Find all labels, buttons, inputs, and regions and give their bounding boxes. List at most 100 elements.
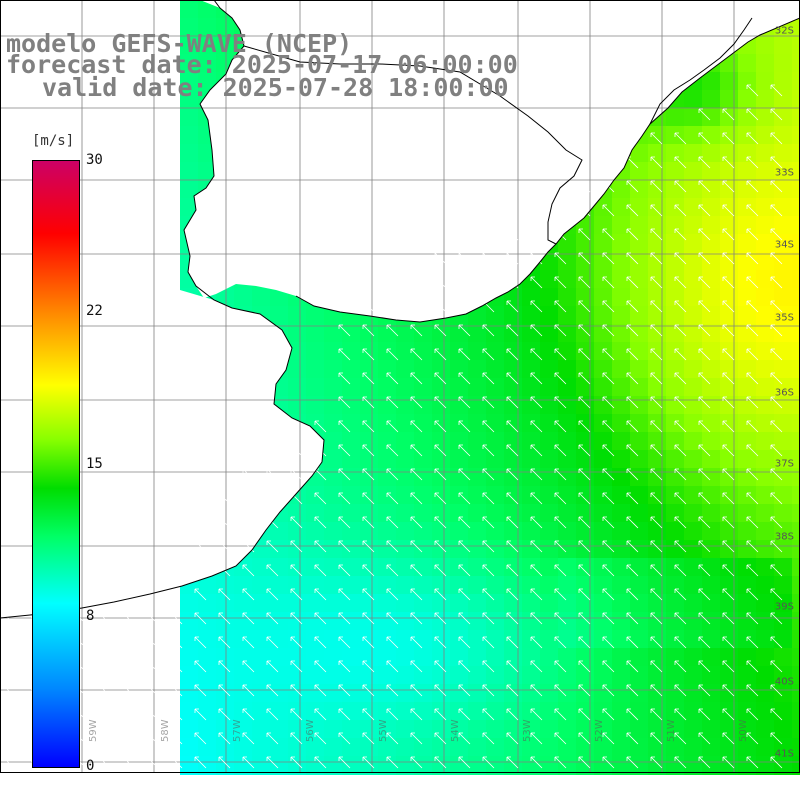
- field-cell: [540, 630, 559, 649]
- field-cell: [468, 666, 487, 685]
- field-cell: [612, 306, 631, 325]
- field-cell: [684, 180, 703, 199]
- field-cell: [288, 756, 307, 775]
- wind-arrow: [458, 564, 471, 577]
- wind-arrow: [746, 564, 759, 577]
- field-cell: [216, 594, 235, 613]
- field-cell: [630, 378, 649, 397]
- field-cell: [594, 396, 613, 415]
- wind-arrow: [2, 612, 15, 625]
- field-cell: [288, 630, 307, 649]
- field-cell: [576, 306, 595, 325]
- field-cell: [378, 594, 397, 613]
- field-cell: [738, 234, 757, 253]
- field-cell: [522, 666, 541, 685]
- field-cell: [234, 576, 253, 595]
- wind-arrow: [194, 492, 207, 505]
- wind-arrow: [338, 636, 351, 649]
- wind-arrow: [626, 180, 639, 193]
- field-cell: [792, 630, 800, 649]
- wind-arrow: [770, 516, 783, 529]
- wind-arrow: [266, 684, 279, 697]
- field-cell: [648, 378, 667, 397]
- field-cell: [450, 414, 469, 433]
- wind-arrow: [674, 444, 687, 457]
- field-cell: [486, 486, 505, 505]
- wind-arrow: [530, 228, 543, 241]
- wind-arrow: [434, 348, 447, 361]
- wind-arrow: [554, 612, 567, 625]
- field-cell: [792, 558, 800, 577]
- field-cell: [396, 540, 415, 559]
- wind-arrow: [698, 708, 711, 721]
- field-cell: [306, 594, 325, 613]
- wind-arrow: [602, 540, 615, 553]
- field-cell: [684, 360, 703, 379]
- wind-arrow: [386, 444, 399, 457]
- field-cell: [594, 342, 613, 361]
- wind-arrow: [722, 708, 735, 721]
- field-cell: [450, 432, 469, 451]
- field-cell: [360, 522, 379, 541]
- field-cell: [792, 540, 800, 559]
- wind-arrow: [650, 420, 663, 433]
- field-cell: [414, 702, 433, 721]
- field-cell: [702, 738, 721, 757]
- field-cell: [468, 648, 487, 667]
- field-cell: [522, 540, 541, 559]
- model-title: modelo GEFS-WAVE (NCEP): [6, 29, 353, 58]
- field-cell: [594, 540, 613, 559]
- wind-arrow: [698, 108, 711, 121]
- field-cell: [576, 738, 595, 757]
- field-cell: [738, 396, 757, 415]
- wind-arrow: [578, 588, 591, 601]
- wind-arrow: [650, 564, 663, 577]
- wind-arrow: [602, 468, 615, 481]
- wind-arrow: [338, 732, 351, 745]
- wind-arrow: [410, 660, 423, 673]
- field-cell: [702, 72, 721, 91]
- field-cell: [450, 378, 469, 397]
- field-cell: [396, 468, 415, 487]
- wind-arrow: [290, 540, 303, 553]
- wind-arrow: [314, 564, 327, 577]
- lon-label: 53W: [522, 719, 533, 742]
- field-cell: [198, 612, 217, 631]
- field-cell: [378, 738, 397, 757]
- field-cell: [360, 630, 379, 649]
- field-cell: [540, 666, 559, 685]
- field-cell: [432, 684, 451, 703]
- wind-arrow: [410, 276, 423, 289]
- wind-arrow: [578, 612, 591, 625]
- wind-arrow: [434, 396, 447, 409]
- wind-arrow: [746, 372, 759, 385]
- wind-arrow: [482, 348, 495, 361]
- field-cell: [558, 720, 577, 739]
- field-cell: [666, 540, 685, 559]
- wind-arrow: [698, 612, 711, 625]
- field-cell: [396, 594, 415, 613]
- field-cell: [666, 630, 685, 649]
- field-cell: [396, 702, 415, 721]
- wind-arrow: [362, 540, 375, 553]
- field-cell: [342, 396, 361, 415]
- field-cell: [450, 630, 469, 649]
- wind-arrow: [770, 660, 783, 673]
- field-cell: [594, 684, 613, 703]
- wind-arrow: [746, 180, 759, 193]
- wind-arrow: [434, 468, 447, 481]
- field-cell: [378, 648, 397, 667]
- field-cell: [738, 252, 757, 271]
- wind-arrow: [266, 756, 279, 769]
- field-cell: [486, 540, 505, 559]
- wind-arrow: [242, 708, 255, 721]
- field-cell: [756, 396, 775, 415]
- field-cell: [432, 756, 451, 775]
- wind-arrow: [170, 636, 183, 649]
- wind-arrow: [554, 276, 567, 289]
- field-cell: [396, 648, 415, 667]
- wind-arrow: [122, 732, 135, 745]
- field-cell: [216, 630, 235, 649]
- field-cell: [432, 414, 451, 433]
- field-cell: [396, 558, 415, 577]
